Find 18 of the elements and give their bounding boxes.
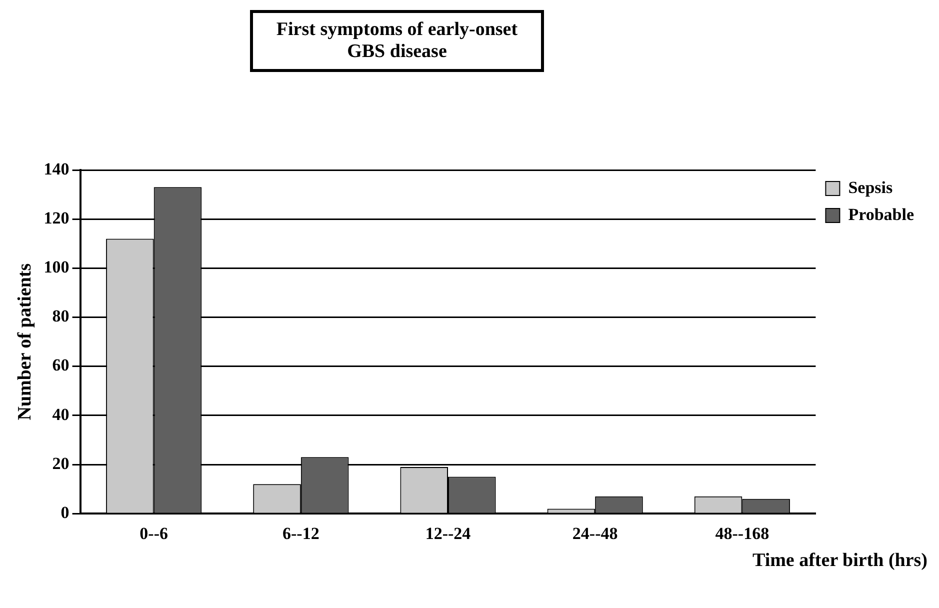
chart-title: First symptoms of early-onset GBS disease	[250, 10, 544, 72]
x-tick-label: 12--24	[425, 524, 472, 544]
y-tick-label: 120	[44, 208, 70, 228]
legend-label: Probable	[848, 204, 914, 224]
y-tick-label: 140	[44, 159, 70, 178]
y-tick-label: 80	[52, 306, 70, 326]
x-tick-label: 6--12	[282, 524, 320, 544]
y-tick-label: 100	[44, 258, 70, 277]
y-tick-label: 60	[52, 356, 70, 375]
y-axis-title: Number of patients	[14, 263, 36, 420]
y-tick-label: 20	[52, 454, 70, 473]
x-tick-label: 0--6	[140, 524, 168, 544]
y-tick-label: 0	[60, 502, 70, 522]
x-tick-label: 24--48	[572, 524, 618, 544]
legend-label: Sepsis	[848, 178, 893, 197]
y-tick-label: 40	[52, 404, 70, 424]
x-axis-title: Time after birth (hrs)	[751, 549, 929, 573]
x-tick-label: 48--168	[715, 524, 770, 544]
